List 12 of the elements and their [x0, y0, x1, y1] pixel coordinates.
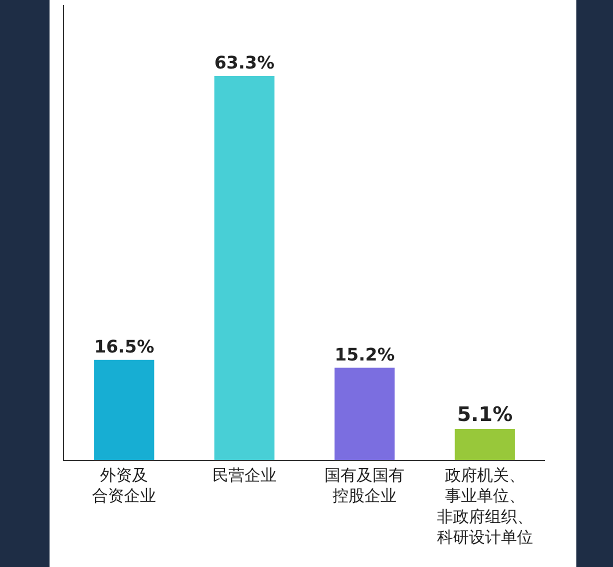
x-tick-label: 外资及合资企业 — [92, 465, 156, 506]
data-label: 15.2% — [334, 345, 395, 366]
data-label: 5.1% — [457, 402, 513, 426]
x-tick-label: 政府机关、事业单位、非政府组织、科研设计单位 — [436, 465, 533, 547]
bar — [214, 76, 274, 460]
bar — [94, 360, 154, 460]
bar — [454, 429, 515, 460]
x-tick-label: 民营企业 — [212, 465, 276, 484]
data-label: 16.5% — [94, 338, 154, 358]
bar — [334, 368, 395, 460]
data-label: 63.3% — [214, 54, 274, 74]
x-tick-label: 国有及国有控股企业 — [324, 465, 405, 506]
